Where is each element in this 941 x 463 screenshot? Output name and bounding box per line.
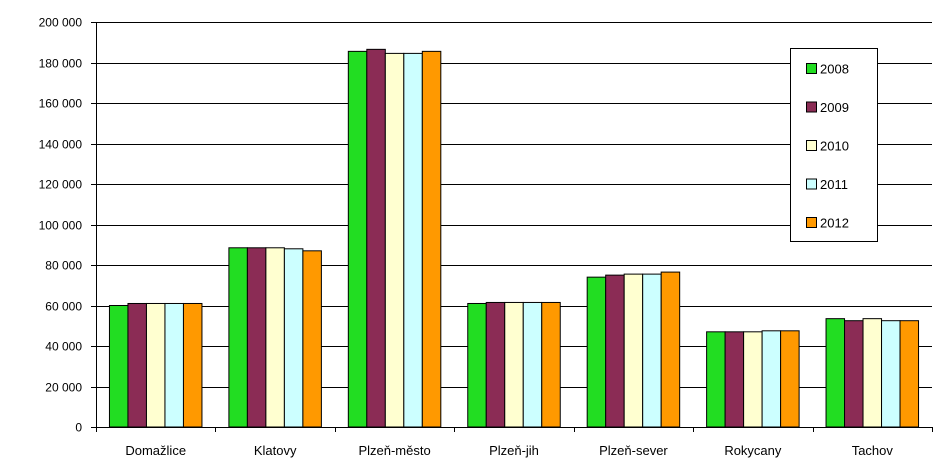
legend: 2008 2009 2010 2011 2012: [790, 48, 878, 242]
category-label: Klatovy: [254, 443, 297, 458]
y-tick-label: 80 000: [45, 259, 82, 273]
bar-2010-6: [862, 318, 883, 428]
bar-2012-1: [302, 250, 322, 428]
bar-2008-2: [347, 50, 368, 428]
legend-label: 2011: [820, 177, 848, 192]
axes: [96, 22, 933, 432]
y-tick-label: 200 000: [39, 16, 83, 30]
bar-2008-3: [467, 302, 487, 428]
legend-swatch-2012: [806, 217, 817, 228]
bar-2012-4: [660, 271, 681, 428]
bar-2008-0: [108, 305, 129, 428]
legend-label: 2010: [820, 139, 849, 154]
bar-2010-5: [743, 331, 763, 428]
y-tick-label: 60 000: [45, 300, 82, 314]
legend-swatch-2011: [806, 178, 817, 190]
y-tick-label: 140 000: [39, 138, 83, 152]
bar-2011-4: [642, 273, 662, 428]
category-label: Tachov: [852, 443, 894, 458]
category-label: Plzeň-sever: [599, 443, 668, 458]
legend-swatch-2010: [806, 140, 817, 151]
legend-label: 2009: [820, 100, 849, 115]
category-label: Plzeň-město: [358, 443, 430, 458]
bar-2011-1: [283, 248, 304, 428]
legend-swatch-2008: [806, 63, 817, 74]
bar-2009-0: [127, 302, 147, 428]
bar-2012-2: [421, 50, 442, 428]
bar-2012-6: [899, 320, 920, 428]
bar-2011-0: [164, 302, 184, 428]
legend-swatch-2009: [806, 101, 817, 113]
bar-2008-6: [825, 318, 846, 428]
bar-2008-5: [706, 331, 726, 428]
bar-2010-0: [145, 302, 166, 428]
bar-2012-5: [780, 330, 800, 428]
bar-2011-5: [761, 330, 782, 428]
bar-2008-4: [586, 276, 607, 428]
bar-2009-4: [605, 274, 625, 428]
bar-2011-2: [403, 52, 423, 428]
bar-2010-3: [504, 301, 524, 428]
bar-2010-2: [384, 52, 405, 428]
legend-box: [790, 48, 878, 242]
bar-2011-6: [881, 320, 901, 428]
y-tick-label: 180 000: [39, 57, 83, 71]
legend-label: 2012: [820, 216, 849, 231]
y-tick-label: 0: [75, 421, 82, 435]
bar-2012-0: [182, 302, 203, 428]
category-label: Plzeň-jih: [489, 443, 539, 458]
bar-2010-1: [265, 247, 285, 428]
bar-2009-2: [366, 48, 386, 428]
bars: [108, 48, 920, 428]
bar-2009-6: [844, 320, 864, 428]
x-axis-categories: Domažlice Klatovy Plzeň-město Plzeň-jih Plze…: [125, 443, 893, 458]
bar-2009-1: [246, 247, 267, 428]
y-axis-ticks: 0 20 000 40 000 60 000 80 000 100 000 120 000 1…: [39, 16, 96, 435]
y-tick-label: 20 000: [45, 381, 82, 395]
category-label: Domažlice: [125, 443, 186, 458]
y-tick-label: 160 000: [39, 97, 83, 111]
y-tick-label: 100 000: [39, 219, 83, 233]
bar-2011-3: [522, 301, 543, 428]
bar-2009-5: [724, 331, 745, 428]
legend-label: 2008: [820, 62, 849, 77]
bar-2010-4: [623, 273, 644, 428]
bar-2012-3: [541, 301, 561, 428]
category-label: Rokycany: [724, 443, 782, 458]
y-tick-label: 120 000: [39, 178, 83, 192]
y-tick-label: 40 000: [45, 340, 82, 354]
bar-2008-1: [228, 247, 248, 428]
bar-2009-3: [485, 301, 506, 428]
